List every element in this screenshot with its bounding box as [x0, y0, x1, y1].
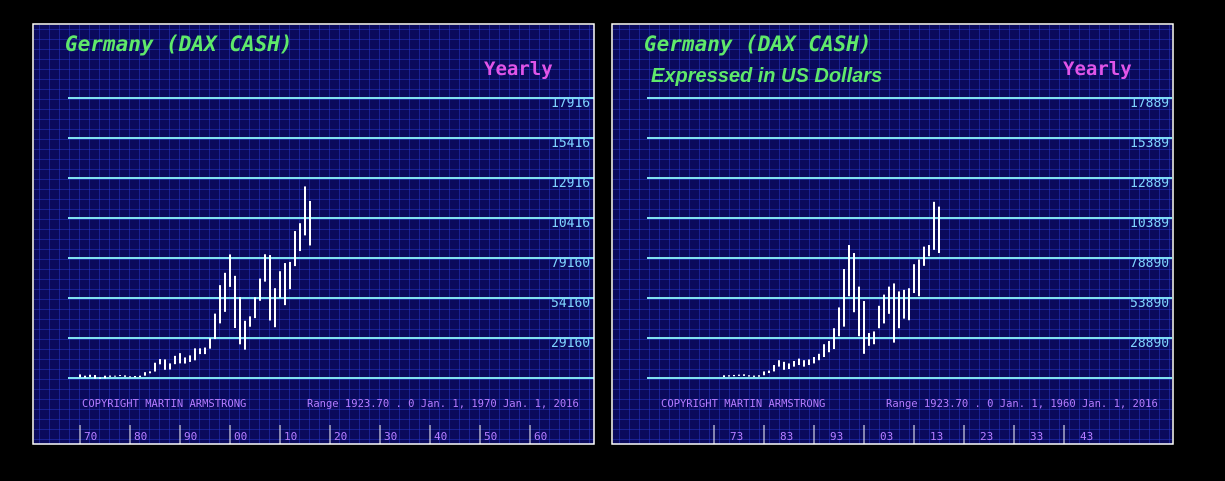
- chart-title: Germany (DAX CASH): [644, 32, 872, 56]
- period-label: Yearly: [484, 58, 553, 80]
- y-tick-label: 79160: [551, 256, 590, 271]
- x-tick-label: 90: [184, 430, 197, 443]
- x-tick-label: 33: [1030, 430, 1043, 443]
- range-text: Range 1923.70 . 0 Jan. 1, 1960 Jan. 1, 2…: [886, 398, 1158, 410]
- x-tick-label: 80: [134, 430, 147, 443]
- x-tick-label: 13: [930, 430, 943, 443]
- y-tick-label: 17889: [1130, 96, 1169, 111]
- range-text: Range 1923.70 . 0 Jan. 1, 1970 Jan. 1, 2…: [307, 398, 579, 410]
- x-tick-label: 20: [334, 430, 347, 443]
- x-tick-label: 93: [830, 430, 843, 443]
- copyright: COPYRIGHT MARTIN ARMSTRONG: [661, 398, 825, 410]
- y-tick-label: 15416: [551, 136, 590, 151]
- y-tick-label: 10389: [1130, 216, 1169, 231]
- chart-title: Germany (DAX CASH): [65, 32, 293, 56]
- y-tick-label: 17916: [551, 96, 590, 111]
- x-tick-label: 43: [1080, 430, 1093, 443]
- y-tick-label: 28890: [1130, 336, 1169, 351]
- x-tick-label: 10: [284, 430, 297, 443]
- y-tick-label: 15389: [1130, 136, 1169, 151]
- x-tick-label: 30: [384, 430, 397, 443]
- y-tick-label: 78890: [1130, 256, 1169, 271]
- x-tick-label: 60: [534, 430, 547, 443]
- panel-border: [611, 23, 1174, 445]
- y-tick-label: 10416: [551, 216, 590, 231]
- plot-background: [613, 25, 1172, 444]
- x-tick-label: 70: [84, 430, 97, 443]
- x-tick-label: 83: [780, 430, 793, 443]
- y-tick-label: 12889: [1130, 176, 1169, 191]
- chart-subtitle: Expressed in US Dollars: [651, 65, 882, 87]
- y-tick-label: 29160: [551, 336, 590, 351]
- copyright: COPYRIGHT MARTIN ARMSTRONG: [82, 398, 246, 410]
- y-tick-label: 12916: [551, 176, 590, 191]
- x-tick-label: 03: [880, 430, 893, 443]
- x-tick-label: 23: [980, 430, 993, 443]
- chart-panel: 17889 15389 12889 10389 78890 53890 28890 73 83 9…: [613, 25, 1172, 444]
- x-tick-label: 73: [730, 430, 743, 443]
- x-tick-label: 00: [234, 430, 247, 443]
- y-tick-label: 53890: [1130, 296, 1169, 311]
- panel-border: [32, 23, 595, 445]
- chart-panel: 17916 15416 12916 10416 79160 54160 29160 70 80 9…: [34, 25, 594, 444]
- period-label: Yearly: [1063, 58, 1132, 80]
- x-tick-label: 40: [434, 430, 447, 443]
- y-tick-label: 54160: [551, 296, 590, 311]
- x-tick-label: 50: [484, 430, 497, 443]
- plot-background: [34, 25, 594, 444]
